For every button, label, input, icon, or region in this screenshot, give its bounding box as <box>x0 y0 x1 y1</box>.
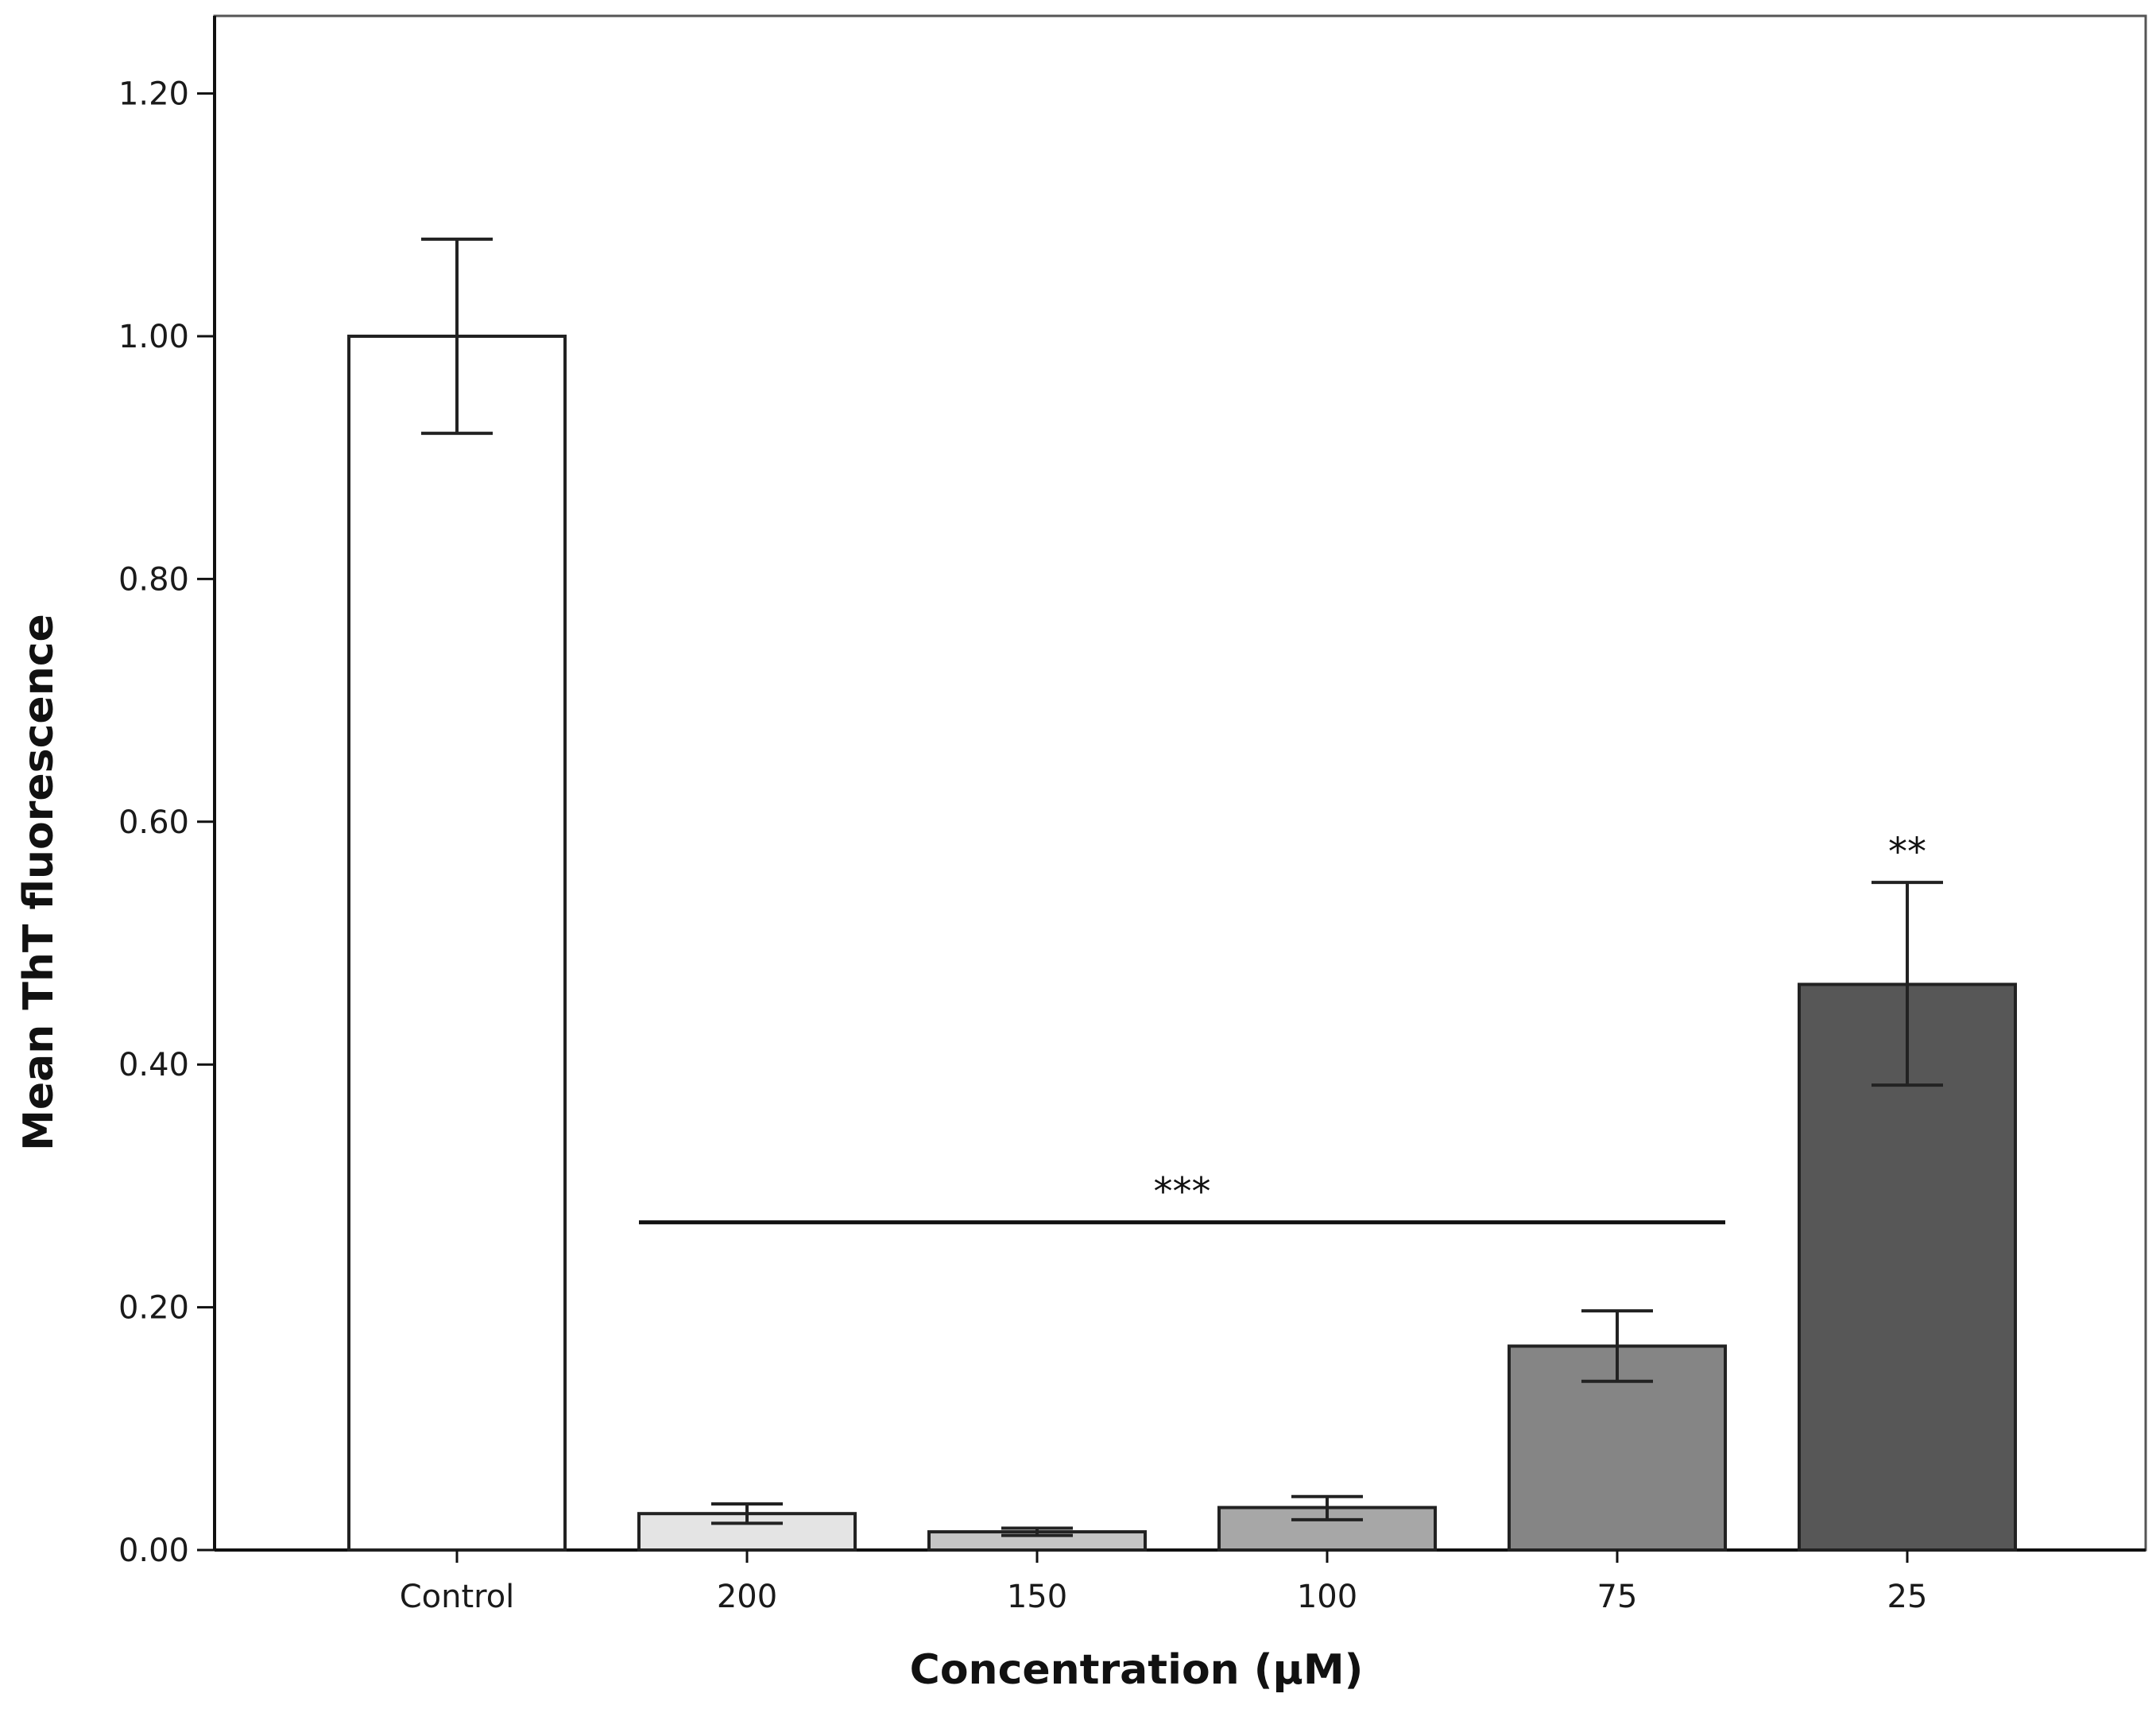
bars <box>347 335 2017 1552</box>
y-tick-label: 0.80 <box>118 561 189 598</box>
x-tick-label: Control <box>400 1579 515 1615</box>
y-tick-label: 0.20 <box>118 1290 189 1327</box>
y-tick-label: 0.60 <box>118 804 189 841</box>
y-tick-label: 1.20 <box>118 76 189 113</box>
x-tick-label: 75 <box>1597 1579 1638 1615</box>
error-bars <box>421 237 1943 1537</box>
x-axis-ticks: Control 200 150 100 75 25 <box>400 1550 1928 1615</box>
y-tick-label: 1.00 <box>118 319 189 355</box>
x-axis-title: Concentration (µM) <box>910 1646 1364 1694</box>
x-tick-label: 25 <box>1887 1579 1928 1615</box>
significance-label-bar: ** <box>1888 830 1926 874</box>
x-tick-label: 100 <box>1297 1579 1357 1615</box>
y-axis-title: Mean ThT fluorescence <box>15 614 63 1151</box>
bar-control <box>347 335 567 1552</box>
y-axis-ticks: 0.00 0.20 0.40 0.60 0.80 1.00 1.20 <box>118 76 215 1569</box>
y-tick-label: 0.40 <box>118 1047 189 1083</box>
significance-label-bracket: *** <box>1154 1170 1211 1215</box>
x-tick-label: 200 <box>717 1579 777 1615</box>
x-tick-label: 150 <box>1007 1579 1067 1615</box>
y-tick-label: 0.00 <box>118 1533 189 1569</box>
significance-annotations: ***** <box>639 830 1926 1225</box>
